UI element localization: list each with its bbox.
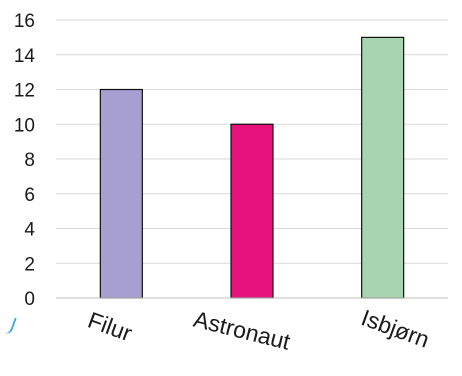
y-tick-label: 16 — [14, 11, 35, 32]
bar-astronaut — [230, 123, 274, 299]
x-category-label: Filur — [85, 307, 136, 347]
y-tick-label: 12 — [14, 81, 35, 102]
y-tick-label: 8 — [24, 150, 35, 171]
bar-isbj-rn — [361, 36, 405, 299]
bar-filur — [99, 88, 143, 299]
y-tick-label: 6 — [24, 185, 35, 206]
y-tick-label: 2 — [24, 254, 35, 275]
y-tick-label: 4 — [24, 220, 35, 241]
x-category-label: Astronaut — [191, 306, 293, 355]
y-axis-tick-labels: 0 2 4 6 8 10 12 14 16 — [14, 11, 36, 310]
x-category-label: Isbjørn — [358, 304, 433, 352]
y-tick-label: 0 — [24, 289, 35, 310]
x-axis-category-labels: Filur Astronaut Isbjørn — [85, 304, 433, 355]
y-tick-label: 10 — [14, 115, 35, 136]
bars — [99, 36, 405, 299]
y-tick-label: 14 — [14, 46, 36, 67]
